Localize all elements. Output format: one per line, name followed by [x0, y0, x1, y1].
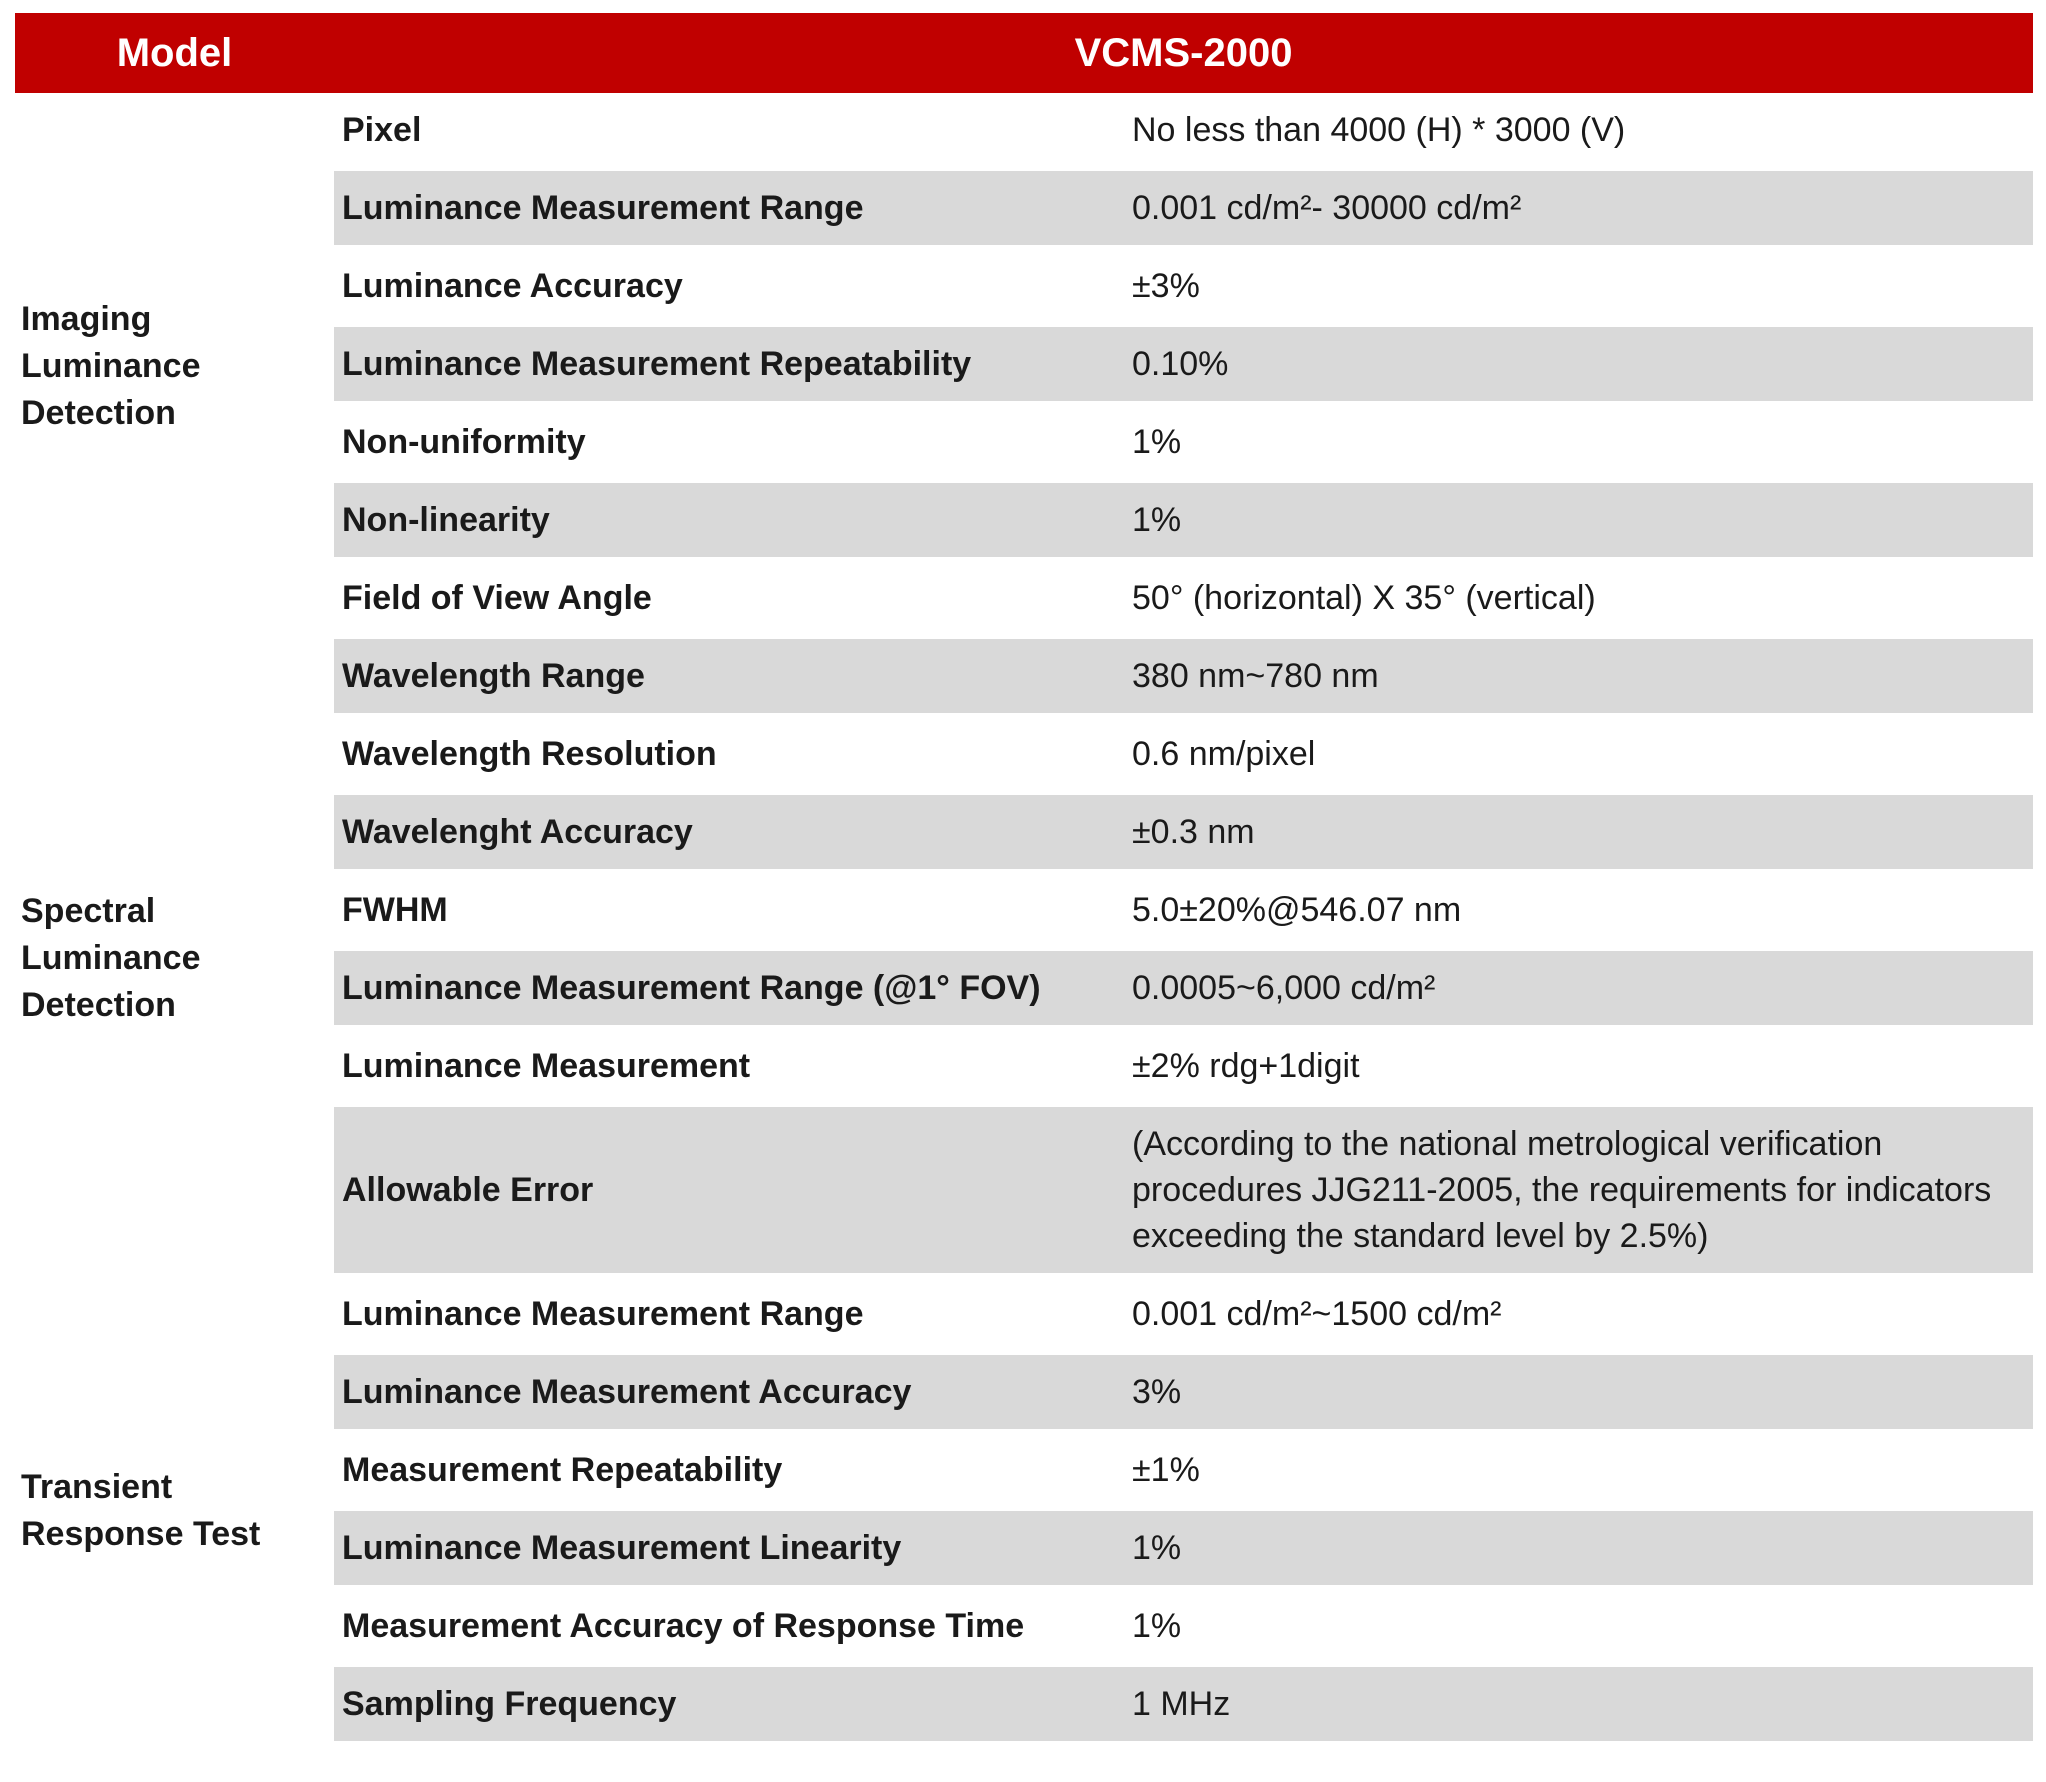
row-parameter-label: Wavelength Range: [342, 657, 645, 695]
row-value: ±3%: [1132, 267, 1200, 305]
row-value: 1%: [1132, 1529, 1182, 1567]
table-row: Sampling Frequency 1 MHz: [334, 1667, 2033, 1745]
row-parameter-label: FWHM: [342, 891, 448, 929]
table-row: Luminance Accuracy ±3%: [334, 249, 2033, 327]
table-row: Luminance Measurement Linearity 1%: [334, 1511, 2033, 1589]
section-label-line: Detection: [21, 985, 176, 1024]
table-row: Luminance Measurement Range 0.001 cd/m²~…: [334, 1277, 2033, 1355]
table-row: Measurement Accuracy of Response Time 1%: [334, 1589, 2033, 1667]
row-value: 380 nm~780 nm: [1132, 657, 1379, 695]
table-row: Non-uniformity 1%: [334, 405, 2033, 483]
row-parameter-label: Luminance Accuracy: [342, 267, 683, 305]
row-parameter-label: Pixel: [342, 111, 422, 149]
column-header-model: Model: [116, 30, 233, 75]
row-value: 50° (horizontal) X 35° (vertical): [1132, 579, 1596, 617]
table-row: Pixel No less than 4000 (H) * 3000 (V): [334, 93, 2033, 171]
table-section: Transient Response Test Luminance Measure…: [15, 1277, 2033, 1745]
section-label: Transient Response Test: [15, 1277, 334, 1745]
table-row: Luminance Measurement Range (@1° FOV) 0.…: [334, 951, 2033, 1029]
table-body: Imaging Luminance Detection Pixel No less …: [15, 93, 2033, 1745]
table-row: Measurement Repeatability ±1%: [334, 1433, 2033, 1511]
section-label: Imaging Luminance Detection: [15, 93, 334, 639]
table-row: Luminance Measurement Accuracy 3%: [334, 1355, 2033, 1433]
table-row: FWHM 5.0±20%@546.07 nm: [334, 873, 2033, 951]
table-section: Spectral Luminance Detection Wavelength Ra…: [15, 639, 2033, 1277]
table-row: Luminance Measurement ±2% rdg+1digit: [334, 1029, 2033, 1107]
row-value: 1%: [1132, 1607, 1182, 1645]
row-value: No less than 4000 (H) * 3000 (V): [1132, 111, 1626, 149]
row-value: 5.0±20%@546.07 nm: [1132, 891, 1462, 929]
table-row: Non-linearity 1%: [334, 483, 2033, 561]
section-label-line: Detection: [21, 393, 176, 432]
row-value: 0.001 cd/m²~1500 cd/m²: [1132, 1295, 1502, 1333]
section-rows: Wavelength Range 380 nm~780 nm Wavelengt…: [334, 639, 2033, 1277]
section-label-line: Transient: [21, 1468, 173, 1506]
row-value: 0.6 nm/pixel: [1132, 735, 1316, 773]
row-value: 1 MHz: [1132, 1685, 1231, 1723]
table-row: Field of View Angle 50° (horizontal) X 3…: [334, 561, 2033, 639]
row-value: (According to the national metrological …: [1132, 1125, 1992, 1255]
row-parameter-label: Measurement Accuracy of Response Time: [342, 1607, 1025, 1645]
section-label-line: Response Test: [21, 1515, 261, 1553]
row-value: 1%: [1132, 501, 1182, 539]
row-parameter-label: Luminance Measurement Repeatability: [342, 345, 972, 383]
section-label: Spectral Luminance Detection: [15, 639, 334, 1277]
row-parameter-label: Luminance Measurement Linearity: [342, 1529, 902, 1567]
row-parameter-label: Allowable Error: [342, 1171, 594, 1209]
row-value: 0.001 cd/m²- 30000 cd/m²: [1132, 189, 1522, 227]
table-row: Wavelength Resolution 0.6 nm/pixel: [334, 717, 2033, 795]
section-label-line: Luminance: [21, 346, 201, 385]
section-rows: Pixel No less than 4000 (H) * 3000 (V) L…: [334, 93, 2033, 639]
row-parameter-label: Field of View Angle: [342, 579, 652, 617]
column-header-model-value: VCMS-2000: [1074, 30, 1293, 75]
row-parameter-label: Non-uniformity: [342, 423, 586, 461]
row-value: ±2% rdg+1digit: [1132, 1047, 1360, 1085]
row-value: 0.10%: [1132, 345, 1229, 383]
table-row: Wavelenght Accuracy ±0.3 nm: [334, 795, 2033, 873]
row-parameter-label: Wavelenght Accuracy: [342, 813, 693, 851]
row-value: ±0.3 nm: [1132, 813, 1255, 851]
section-rows: Luminance Measurement Range 0.001 cd/m²~…: [334, 1277, 2033, 1745]
row-parameter-label: Sampling Frequency: [342, 1685, 677, 1723]
row-parameter-label: Measurement Repeatability: [342, 1451, 783, 1489]
row-value: 1%: [1132, 423, 1182, 461]
table-row: Allowable Error (According to the nation…: [334, 1107, 2033, 1277]
table-section: Imaging Luminance Detection Pixel No less …: [15, 93, 2033, 639]
row-value: 3%: [1132, 1373, 1182, 1411]
row-value: ±1%: [1132, 1451, 1200, 1489]
row-parameter-label: Luminance Measurement: [342, 1047, 751, 1085]
row-parameter-label: Non-linearity: [342, 501, 550, 539]
section-label-line: Spectral: [21, 891, 156, 930]
row-parameter-label: Luminance Measurement Range: [342, 1295, 864, 1333]
row-value: 0.0005~6,000 cd/m²: [1132, 969, 1436, 1007]
spec-table: Model VCMS-2000 Imaging Luminance Detectio…: [15, 13, 2033, 1745]
table-row: Wavelength Range 380 nm~780 nm: [334, 639, 2033, 717]
row-parameter-label: Luminance Measurement Range: [342, 189, 864, 227]
row-parameter-label: Luminance Measurement Accuracy: [342, 1373, 912, 1411]
row-parameter-label: Luminance Measurement Range (@1° FOV): [342, 969, 1041, 1007]
section-label-line: Luminance: [21, 938, 201, 977]
table-header: Model VCMS-2000: [15, 13, 2033, 93]
table-row: Luminance Measurement Repeatability 0.10…: [334, 327, 2033, 405]
section-label-line: Imaging: [21, 299, 152, 338]
table-row: Luminance Measurement Range 0.001 cd/m²-…: [334, 171, 2033, 249]
row-parameter-label: Wavelength Resolution: [342, 735, 717, 773]
